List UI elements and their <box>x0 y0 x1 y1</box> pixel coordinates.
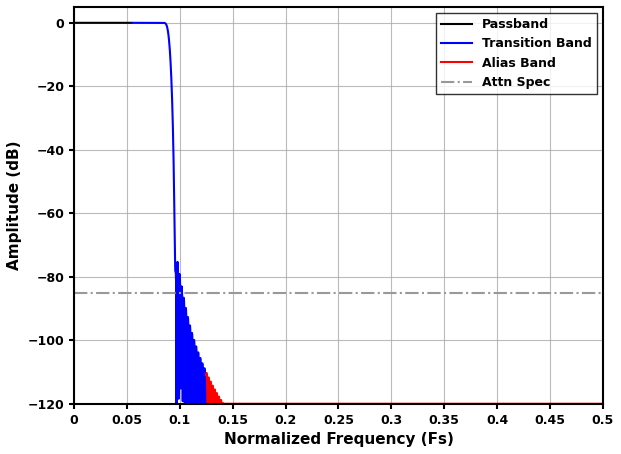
X-axis label: Normalized Frequency (Fs): Normalized Frequency (Fs) <box>224 432 453 447</box>
Y-axis label: Amplitude (dB): Amplitude (dB) <box>7 141 22 270</box>
Legend: Passband, Transition Band, Alias Band, Attn Spec: Passband, Transition Band, Alias Band, A… <box>436 13 597 94</box>
